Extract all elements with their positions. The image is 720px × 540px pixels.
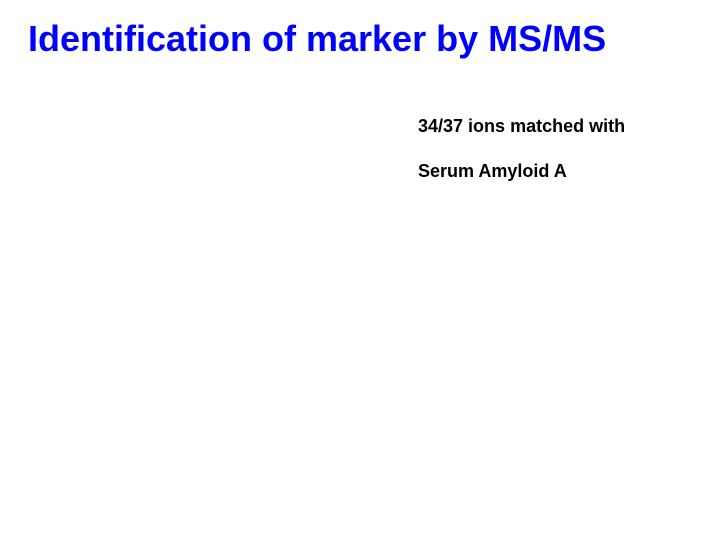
annotation-line-2: Serum Amyloid A bbox=[418, 161, 567, 181]
slide-title: Identification of marker by MS/MS bbox=[28, 18, 606, 60]
annotation-line-1: 34/37 ions matched with bbox=[418, 116, 625, 136]
slide: Identification of marker by MS/MS 34/37 … bbox=[0, 0, 720, 540]
match-annotation: 34/37 ions matched with Serum Amyloid A bbox=[398, 92, 625, 205]
